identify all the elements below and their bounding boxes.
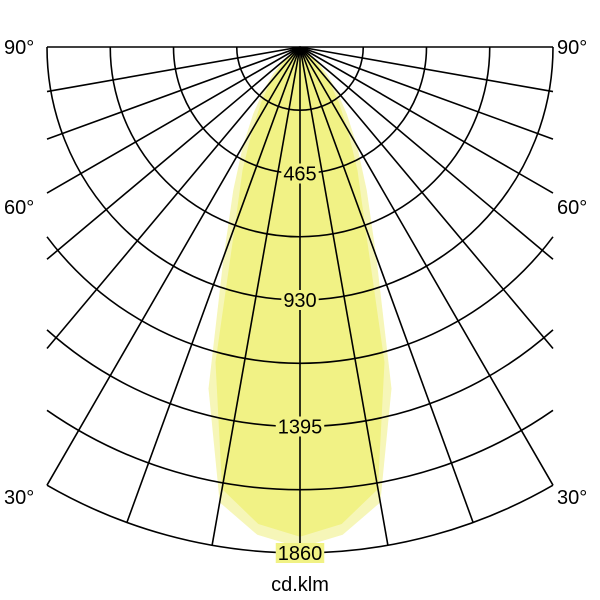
grid-spoke (46, 46, 301, 194)
grid-spoke (46, 46, 301, 140)
radial-tick-bg (275, 543, 325, 563)
grid-spoke (299, 46, 554, 260)
grid-spoke (299, 46, 554, 350)
angle-label-90-right: 90° (557, 37, 588, 59)
grid-spoke (211, 46, 301, 546)
radial-tick-bg (275, 416, 325, 437)
radial-tick-label: 1860 (278, 543, 323, 565)
grid-spoke (46, 46, 301, 93)
grid-spoke (46, 46, 301, 350)
angle-label-30-right: 30° (557, 487, 588, 509)
radial-tick-label: 465 (283, 164, 316, 186)
angle-label-90-left: 90° (4, 37, 35, 59)
grid-spoke (299, 46, 554, 93)
radial-tick-bg (281, 290, 319, 310)
radial-tick-bg (281, 163, 319, 184)
unit-label: cd.klm (271, 574, 329, 596)
grid-spoke (299, 46, 554, 486)
angle-label-60-left: 60° (4, 197, 35, 219)
angle-label-60-right: 60° (557, 197, 588, 219)
grid-spoke (299, 46, 554, 194)
grid-spoke (126, 46, 301, 523)
grid-spoke (46, 46, 301, 260)
grid-spoke (299, 46, 474, 523)
radial-tick-label: 1395 (278, 417, 323, 439)
grid-spoke (299, 46, 389, 546)
grid-spoke (46, 46, 301, 486)
grid-spoke (299, 46, 554, 140)
radial-tick-label: 930 (283, 290, 316, 312)
angle-label-30-left: 30° (4, 487, 35, 509)
